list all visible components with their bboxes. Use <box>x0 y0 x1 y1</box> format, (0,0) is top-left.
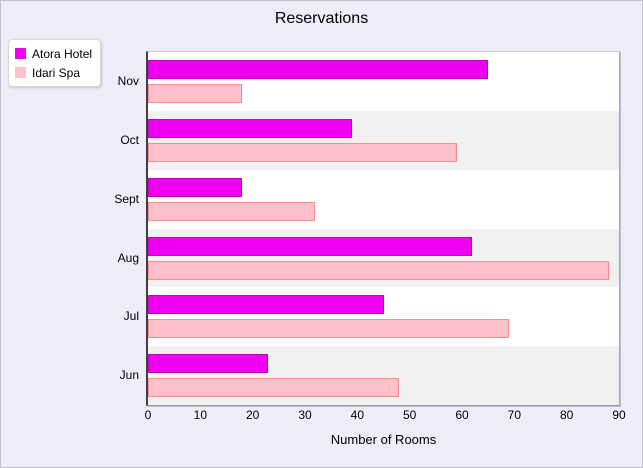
x-axis-tick-labels: 0 10 20 30 40 50 60 70 80 90 <box>144 408 626 423</box>
legend-swatch-idari-spa <box>15 67 26 78</box>
bar-idari-spa-sept <box>148 201 316 221</box>
bar-atora-hotel-jul <box>148 295 384 315</box>
legend-item-idari-spa: Idari Spa <box>15 63 92 82</box>
legend: Atora Hotel Idari Spa <box>8 39 102 87</box>
bar-atora-hotel-aug <box>148 236 473 256</box>
chart-title: Reservations <box>274 10 369 27</box>
category-label-nov: Nov <box>117 74 139 88</box>
x-tick-10: 10 <box>193 408 208 422</box>
category-label-aug: Aug <box>117 250 139 265</box>
x-tick-20: 20 <box>245 408 260 422</box>
x-tick-50: 50 <box>402 408 417 422</box>
legend-swatch-atora-hotel <box>15 48 26 59</box>
x-tick-90: 90 <box>612 408 626 422</box>
x-tick-70: 70 <box>507 408 522 422</box>
bar-idari-spa-jul <box>148 319 510 339</box>
category-label-jun: Jun <box>119 368 139 383</box>
x-tick-30: 30 <box>298 408 312 422</box>
bar-idari-spa-nov <box>148 84 243 103</box>
bar-atora-hotel-oct <box>148 118 353 138</box>
bar-idari-spa-aug <box>148 260 609 280</box>
bar-atora-hotel-jun <box>148 354 269 374</box>
category-label-sept: Sept <box>114 191 139 206</box>
legend-item-atora-hotel: Atora Hotel <box>15 44 92 63</box>
y-axis-category-labels: Nov Oct Sept Aug Jul Jun <box>1 52 142 405</box>
bar-idari-spa-jun <box>148 378 400 398</box>
bar-idari-spa-oct <box>148 142 457 162</box>
x-tick-80: 80 <box>559 408 574 422</box>
bar-atora-hotel-sept <box>148 177 243 197</box>
bar-atora-hotel-nov <box>148 60 489 79</box>
category-label-oct: Oct <box>120 132 139 147</box>
plot-area <box>146 51 620 406</box>
legend-label-atora-hotel: Atora Hotel <box>32 46 93 61</box>
x-axis-title: Number of Rooms <box>330 432 437 447</box>
x-tick-60: 60 <box>455 408 469 422</box>
category-label-jul: Jul <box>123 309 139 324</box>
x-tick-40: 40 <box>350 408 365 422</box>
x-tick-0: 0 <box>144 408 152 422</box>
legend-label-idari-spa: Idari Spa <box>32 65 81 80</box>
